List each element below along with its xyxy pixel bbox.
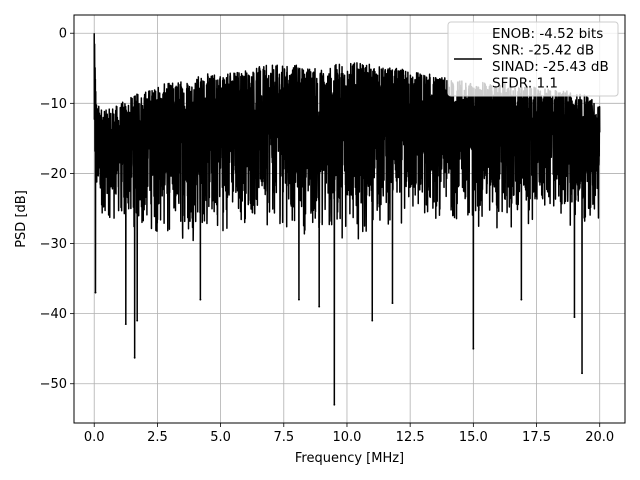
dip-point xyxy=(318,305,321,308)
x-axis-label: Frequency [MHz] xyxy=(295,451,404,466)
x-tick-label: 20.0 xyxy=(585,430,614,445)
psd-series-line xyxy=(93,33,601,406)
legend-box xyxy=(447,21,619,97)
legend-entry-line: SINAD: -25.43 dB xyxy=(492,59,609,75)
y-axis-label: PSD [dB] xyxy=(14,190,29,248)
y-tick-label: −20 xyxy=(40,167,67,182)
x-tick-label: 10.0 xyxy=(332,430,361,445)
dip-point xyxy=(133,356,136,359)
x-tick-label: 0.0 xyxy=(84,430,105,445)
y-tick-label: −30 xyxy=(40,237,67,252)
legend-entry-line: ENOB: -4.52 bits xyxy=(492,26,603,42)
dip-point xyxy=(124,323,127,326)
y-tick-label: −50 xyxy=(40,377,67,392)
x-tick-label: 2.5 xyxy=(147,430,168,445)
legend-entry-line: SNR: -25.42 dB xyxy=(492,43,594,59)
dip-point xyxy=(94,291,97,294)
x-tick-label: 17.5 xyxy=(522,430,551,445)
tick-layer: 0.0 2.5 5.0 7.5 10.0 12.5 15.0 17.5 20.0 0 −10 −20 −… xyxy=(40,27,615,445)
dip-point xyxy=(391,302,394,305)
dip-point xyxy=(333,403,336,406)
dip-point xyxy=(371,319,374,322)
x-tick-label: 15.0 xyxy=(459,430,488,445)
dip-point xyxy=(298,298,300,301)
x-tick-label: 5.0 xyxy=(210,430,231,445)
dip-point xyxy=(581,372,583,375)
y-tick-label: −10 xyxy=(40,97,67,112)
legend-entry-line: SFDR: 1.1 xyxy=(492,76,558,92)
dip-point xyxy=(573,316,576,319)
dip-point xyxy=(472,347,475,350)
y-tick-label: −40 xyxy=(40,307,67,322)
x-tick-label: 12.5 xyxy=(396,430,425,445)
dip-point xyxy=(136,319,139,322)
dip-point xyxy=(199,298,202,301)
x-tick-label: 7.5 xyxy=(273,430,294,445)
series-layer xyxy=(93,33,601,406)
plot-frame xyxy=(73,14,626,424)
dip-point xyxy=(520,298,523,301)
y-tick-label: 0 xyxy=(59,27,67,42)
